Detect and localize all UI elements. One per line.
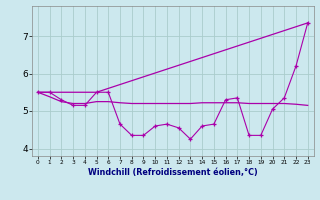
X-axis label: Windchill (Refroidissement éolien,°C): Windchill (Refroidissement éolien,°C) bbox=[88, 168, 258, 177]
